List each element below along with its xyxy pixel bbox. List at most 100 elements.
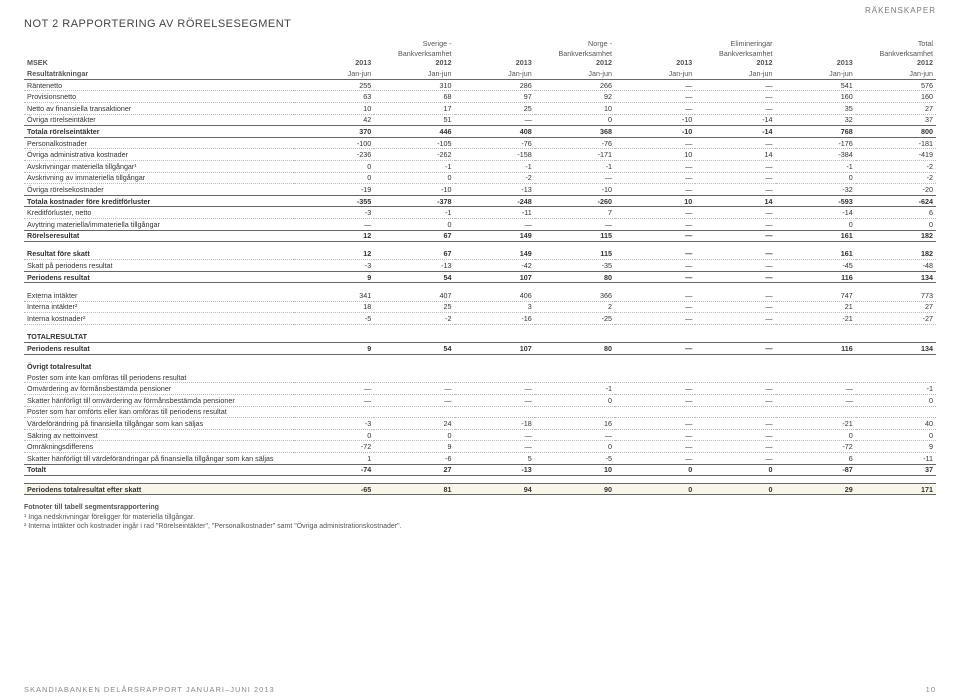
cell: 161 (776, 230, 856, 242)
cell: -11 (856, 452, 936, 464)
cell: -14 (695, 126, 775, 138)
cell (776, 372, 856, 383)
cell: — (695, 218, 775, 230)
cell: 368 (535, 126, 615, 138)
col-sub: Bankverksamhet (294, 48, 455, 58)
cell (776, 406, 856, 418)
table-row: TOTALRESULTAT (24, 331, 936, 342)
cell: 10 (535, 102, 615, 114)
row-label: Totala kostnader före kreditförluster (24, 195, 294, 207)
page: RÄKENSKAPER NOT 2 RAPPORTERING AV RÖRELS… (0, 0, 960, 700)
cell: — (374, 395, 454, 407)
cell: -6 (374, 452, 454, 464)
cell: 7 (535, 207, 615, 219)
row-label: Räntenetto (24, 79, 294, 91)
cell: — (615, 79, 695, 91)
cell: -384 (776, 149, 856, 161)
table-row: Interna intäkter²182532——2127 (24, 301, 936, 313)
table-row: Periodens resultat95410780——116134 (24, 271, 936, 283)
cell: 80 (535, 271, 615, 283)
cell: -13 (455, 184, 535, 196)
cell: 0 (535, 395, 615, 407)
cell: -3 (294, 418, 374, 430)
page-footer: SKANDIABANKEN DELÅRSRAPPORT JANUARI–JUNI… (24, 685, 936, 694)
table-row: Övrigt totalresultat (24, 361, 936, 372)
cell: — (695, 343, 775, 355)
row-label: Omvärdering av förmånsbestämda pensioner (24, 383, 294, 395)
table-row: Skatter hänförligt till omvärdering av f… (24, 395, 936, 407)
cell: -21 (776, 418, 856, 430)
cell: — (695, 230, 775, 242)
cell: -624 (856, 195, 936, 207)
cell: 51 (374, 114, 454, 126)
cell: 115 (535, 230, 615, 242)
row-label: Totalt (24, 464, 294, 476)
cell: — (695, 383, 775, 395)
cell: 0 (776, 429, 856, 441)
row-label: TOTALRESULTAT (24, 331, 936, 342)
cell: — (615, 441, 695, 453)
cell: — (695, 441, 775, 453)
cell: -355 (294, 195, 374, 207)
cell: 0 (615, 483, 695, 495)
table-row: Externa intäkter341407406366——747773 (24, 290, 936, 301)
cell: — (615, 395, 695, 407)
cell: -2 (856, 160, 936, 172)
cell: — (615, 230, 695, 242)
table-row: Totala rörelseintäkter370446408368-10-14… (24, 126, 936, 138)
cell (856, 372, 936, 383)
cell: 27 (856, 102, 936, 114)
table-row: Netto av finansiella transaktioner101725… (24, 102, 936, 114)
table-row: Personalkostnader-100-105-76-76——-176-18… (24, 137, 936, 149)
table-row: Totalt-7427-131000-8737 (24, 464, 936, 476)
cell: 9 (294, 343, 374, 355)
cell (455, 406, 535, 418)
cell: 10 (615, 195, 695, 207)
row-label: Skatter hänförligt till omvärdering av f… (24, 395, 294, 407)
cell: 182 (856, 230, 936, 242)
cell: 25 (455, 102, 535, 114)
cell: -248 (455, 195, 535, 207)
cell (856, 406, 936, 418)
cell: — (615, 172, 695, 184)
cell: 0 (856, 429, 936, 441)
cell (294, 372, 374, 383)
cell: — (615, 418, 695, 430)
cell: 5 (455, 452, 535, 464)
cell: — (695, 172, 775, 184)
cell: 63 (294, 91, 374, 103)
row-label: Övriga rörelsekostnader (24, 184, 294, 196)
row-label: Periodens resultat (24, 271, 294, 283)
cell: — (695, 102, 775, 114)
cell: 0 (374, 429, 454, 441)
cell: 266 (535, 79, 615, 91)
cell: -76 (535, 137, 615, 149)
row-label: Övriga rörelseintäkter (24, 114, 294, 126)
cell: 0 (776, 172, 856, 184)
footnote-header: Fotnoter till tabell segmentsrapporterin… (24, 503, 936, 512)
cell: — (455, 395, 535, 407)
cell: -14 (776, 207, 856, 219)
cell: 0 (294, 160, 374, 172)
cell: — (695, 160, 775, 172)
row-label: Värdeförändring på finansiella tillgånga… (24, 418, 294, 430)
cell: -260 (535, 195, 615, 207)
table-row: Räntenetto255310286266——541576 (24, 79, 936, 91)
msek-label: MSEK (24, 58, 294, 69)
cell: -1 (374, 160, 454, 172)
table-row: Omvärdering av förmånsbestämda pensioner… (24, 383, 936, 395)
row-label: Resultat före skatt (24, 249, 294, 260)
cell: — (535, 429, 615, 441)
cell: — (695, 91, 775, 103)
table-row: Poster som inte kan omföras till periode… (24, 372, 936, 383)
cell: 16 (535, 418, 615, 430)
table-row: Övriga rörelsekostnader-19-10-13-10——-32… (24, 184, 936, 196)
table-row: Skatter hänförligt till värdeförändringa… (24, 452, 936, 464)
cell: 0 (374, 172, 454, 184)
row-label: Netto av finansiella transaktioner (24, 102, 294, 114)
table-row: Interna kostnader²-5-2-16-25——-21-27 (24, 313, 936, 325)
cell: -1 (856, 383, 936, 395)
cell: -1 (535, 383, 615, 395)
cell: 182 (856, 249, 936, 260)
section-label: RÄKENSKAPER (865, 6, 936, 15)
